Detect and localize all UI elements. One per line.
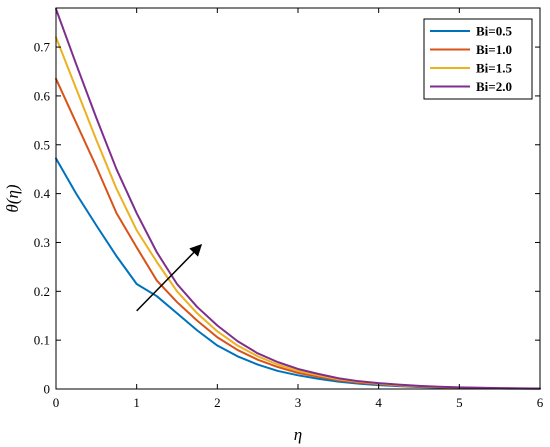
- series-line-1: [55, 157, 541, 390]
- x-tick-label: 1: [133, 395, 140, 410]
- trend-arrow: [136, 244, 203, 312]
- legend-label: Bi=0.5: [476, 24, 512, 39]
- y-tick-label: 0.3: [34, 235, 50, 250]
- y-tick-label: 0.4: [34, 186, 51, 201]
- y-tick-label: 0.6: [34, 88, 51, 103]
- y-axis-label: θ(η): [3, 184, 22, 212]
- y-tick-label: 0.1: [34, 333, 50, 348]
- legend-label: Bi=2.0: [476, 79, 512, 94]
- legend-label: Bi=1.0: [476, 42, 512, 57]
- x-tick-label: 4: [375, 395, 382, 410]
- y-tick-label: 0.7: [34, 40, 51, 55]
- legend: Bi=0.5 Bi=1.0 Bi=1.5 Bi=2.0: [423, 18, 533, 100]
- series-line-2: [55, 77, 541, 390]
- x-axis-ticks: 0 1 2 3 4 5 6: [53, 8, 544, 410]
- x-tick-label: 3: [295, 395, 302, 410]
- x-tick-label: 6: [537, 395, 544, 410]
- legend-label: Bi=1.5: [476, 61, 512, 76]
- x-axis-label: η: [294, 425, 302, 444]
- y-tick-label: 0.5: [34, 137, 50, 152]
- x-tick-label: 5: [456, 395, 463, 410]
- x-tick-label: 0: [53, 395, 60, 410]
- annotation-layer: [136, 244, 203, 312]
- y-tick-label: 0.2: [34, 284, 50, 299]
- x-tick-label: 2: [214, 395, 221, 410]
- y-tick-label: 0: [44, 382, 51, 397]
- y-axis-ticks: 0 0.1 0.2 0.3 0.4 0.5 0.6 0.7: [34, 40, 540, 397]
